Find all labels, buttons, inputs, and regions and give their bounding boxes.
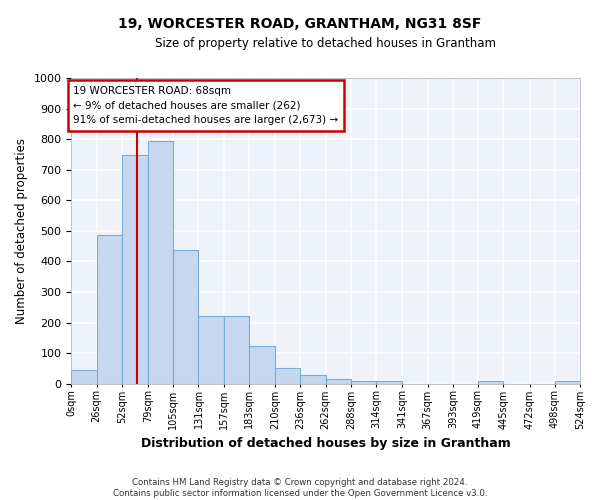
Bar — [71, 370, 97, 384]
Bar — [173, 250, 199, 384]
Bar — [275, 368, 301, 384]
Text: 19 WORCESTER ROAD: 68sqm
← 9% of detached houses are smaller (262)
91% of semi-d: 19 WORCESTER ROAD: 68sqm ← 9% of detache… — [73, 86, 338, 126]
X-axis label: Distribution of detached houses by size in Grantham: Distribution of detached houses by size … — [141, 437, 511, 450]
Bar — [122, 155, 148, 384]
Title: Size of property relative to detached houses in Grantham: Size of property relative to detached ho… — [155, 38, 496, 51]
Bar — [301, 374, 326, 384]
Bar — [199, 316, 224, 384]
Bar — [326, 379, 351, 384]
Bar — [148, 142, 173, 384]
Bar — [249, 346, 275, 384]
Bar — [224, 316, 249, 384]
Bar — [555, 380, 580, 384]
Bar — [351, 380, 376, 384]
Bar — [478, 380, 503, 384]
Text: Contains HM Land Registry data © Crown copyright and database right 2024.
Contai: Contains HM Land Registry data © Crown c… — [113, 478, 487, 498]
Y-axis label: Number of detached properties: Number of detached properties — [15, 138, 28, 324]
Text: 19, WORCESTER ROAD, GRANTHAM, NG31 8SF: 19, WORCESTER ROAD, GRANTHAM, NG31 8SF — [118, 18, 482, 32]
Bar — [97, 236, 122, 384]
Bar — [376, 380, 403, 384]
